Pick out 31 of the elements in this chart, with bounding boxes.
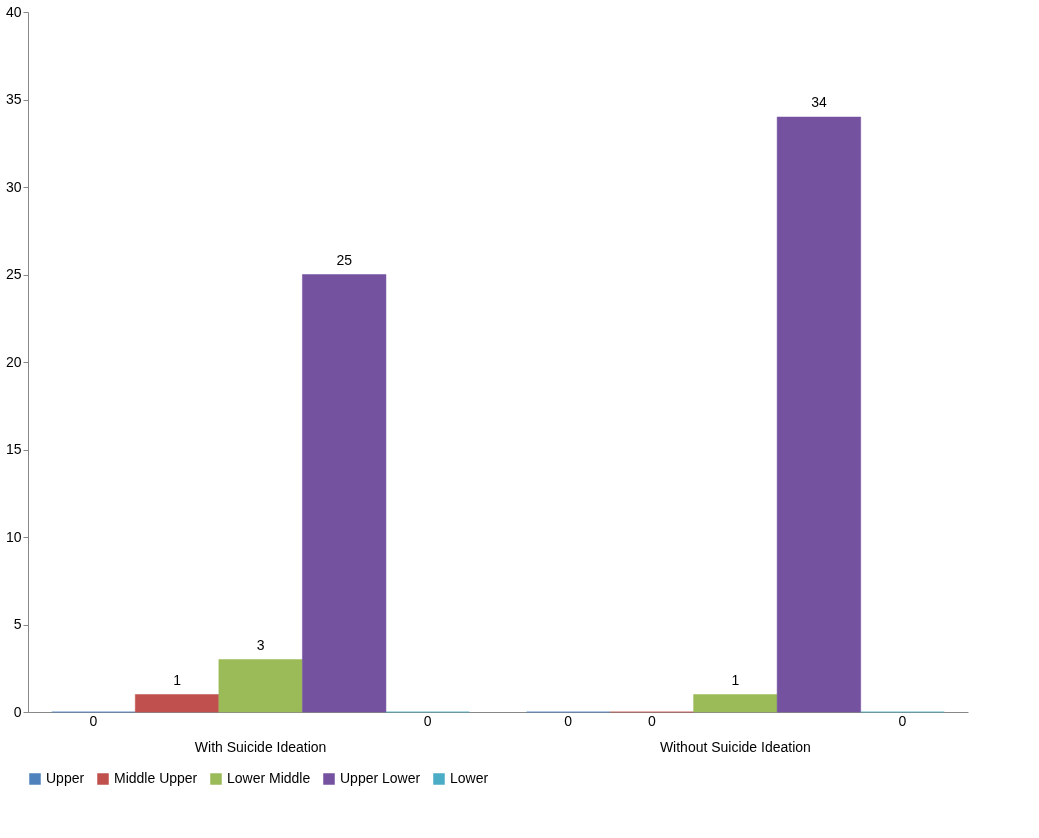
bar: [135, 694, 220, 713]
bar: [302, 274, 387, 713]
data-label: 34: [811, 94, 827, 110]
y-tick-label: 0: [13, 703, 22, 720]
data-label: 1: [731, 671, 740, 688]
y-tick-label: 10: [5, 528, 22, 545]
x-tick-label: Without Suicide Ideation: [659, 738, 811, 755]
bar: [693, 694, 778, 713]
legend-label: Upper: [46, 770, 85, 786]
data-label: 0: [564, 713, 573, 729]
y-tick-label: 40: [5, 3, 22, 20]
data-label: 3: [256, 636, 265, 653]
legend-label: Middle Upper: [114, 770, 198, 786]
data-label: 0: [89, 713, 98, 729]
data-label: 1: [173, 671, 182, 688]
bar: [776, 116, 861, 713]
x-tick-label: With Suicide Ideation: [194, 738, 327, 755]
data-label: 0: [423, 713, 432, 729]
y-tick-label: 30: [5, 178, 22, 195]
legend-label: Upper Lower: [340, 770, 421, 786]
bar: [218, 659, 303, 713]
legend-label: Lower: [450, 770, 489, 786]
y-tick-label: 25: [5, 266, 22, 282]
data-label: 0: [647, 713, 656, 729]
y-tick-label: 15: [5, 441, 22, 457]
legend-label: Lower Middle: [227, 770, 311, 786]
y-tick-label: 35: [5, 91, 22, 107]
data-label: 0: [898, 713, 907, 729]
data-label: 25: [336, 251, 353, 268]
y-tick-label: 5: [13, 616, 22, 632]
y-tick-label: 20: [5, 353, 22, 370]
